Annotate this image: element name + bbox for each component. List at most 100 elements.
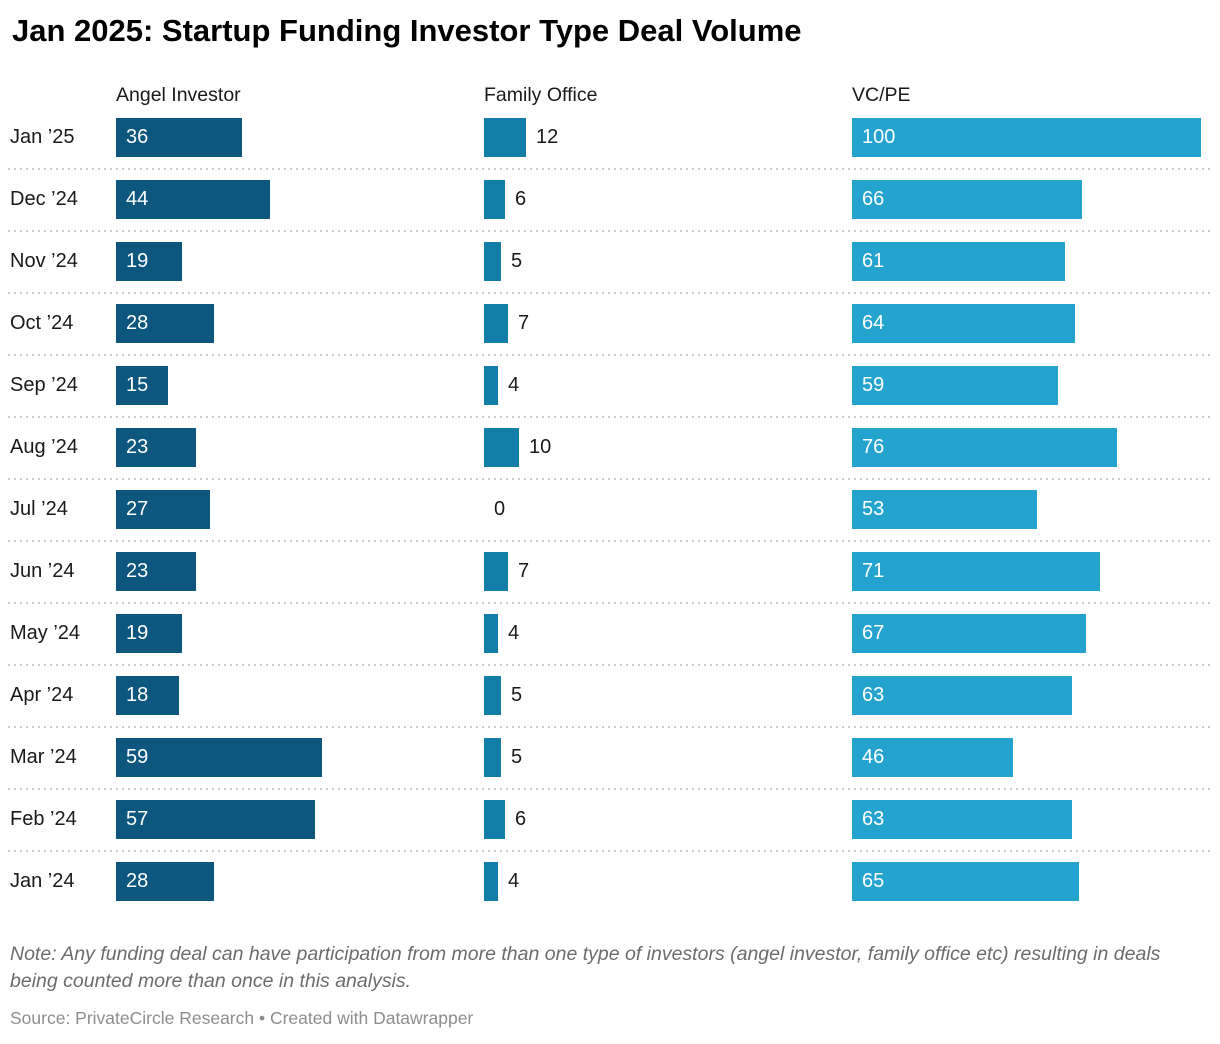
bar-value-label: 53 (862, 498, 885, 520)
bar-angel-investor: 18 (116, 676, 179, 715)
bar-angel-investor: 23 (116, 552, 196, 591)
bar-value-label: 6 (515, 808, 527, 830)
row-separator (8, 292, 1212, 294)
bar-value-label: 5 (511, 250, 523, 272)
bar-angel-investor: 28 (116, 304, 214, 343)
bar-value-label: 28 (126, 312, 149, 334)
bar-angel-investor: 19 (116, 242, 182, 281)
bar-vc-pe: 63 (852, 800, 1072, 839)
bar-value-label: 15 (126, 374, 149, 396)
bar-value-label: 71 (862, 560, 885, 582)
bar-angel-investor: 59 (116, 738, 322, 777)
row-separator (8, 354, 1212, 356)
bar-angel-investor: 15 (116, 366, 168, 405)
chart-source: Source: PrivateCircle Research • Created… (10, 1008, 474, 1028)
bar-value-label: 63 (862, 684, 885, 706)
bar-angel-investor: 44 (116, 180, 270, 219)
bar-value-label: 61 (862, 250, 885, 272)
bar-family-office (484, 304, 508, 343)
bar-value-label: 23 (126, 560, 149, 582)
bar-value-label: 7 (518, 312, 530, 334)
bar-value-label: 5 (511, 746, 523, 768)
bar-vc-pe: 65 (852, 862, 1079, 901)
bar-value-label: 4 (508, 870, 520, 892)
bar-value-label: 66 (862, 188, 885, 210)
row-separator (8, 726, 1212, 728)
bar-family-office (484, 862, 498, 901)
bar-family-office (484, 552, 508, 591)
row-separator (8, 416, 1212, 418)
bar-value-label: 59 (862, 374, 885, 396)
bar-value-label: 5 (511, 684, 523, 706)
bar-value-label: 65 (862, 870, 885, 892)
bar-angel-investor: 57 (116, 800, 315, 839)
row-separator (8, 478, 1212, 480)
bar-value-label: 4 (508, 374, 520, 396)
bar-family-office (484, 614, 498, 653)
bar-family-office (484, 676, 501, 715)
bar-vc-pe: 61 (852, 242, 1065, 281)
bar-value-label: 10 (529, 436, 552, 458)
bar-vc-pe: 100 (852, 118, 1201, 157)
bar-value-label: 44 (126, 188, 149, 210)
row-separator (8, 850, 1212, 852)
chart-title: Jan 2025: Startup Funding Investor Type … (12, 13, 802, 48)
bar-angel-investor: 19 (116, 614, 182, 653)
column-header-vc-pe: VC/PE (852, 84, 911, 106)
bar-angel-investor: 28 (116, 862, 214, 901)
bar-value-label: 67 (862, 622, 885, 644)
row-label-nov-24: Nov ’24 (10, 250, 78, 272)
row-separator (8, 664, 1212, 666)
bar-value-label: 57 (126, 808, 149, 830)
bar-value-label: 7 (518, 560, 530, 582)
bar-value-label: 76 (862, 436, 885, 458)
bar-value-label: 59 (126, 746, 149, 768)
bar-family-office (484, 738, 501, 777)
column-header-family-office: Family Office (484, 84, 598, 106)
bar-value-label: 18 (126, 684, 149, 706)
row-label-sep-24: Sep ’24 (10, 374, 78, 396)
bar-family-office (484, 366, 498, 405)
chart-note: Note: Any funding deal can have particip… (10, 943, 1161, 992)
bar-vc-pe: 53 (852, 490, 1037, 529)
bar-value-label: 28 (126, 870, 149, 892)
bar-vc-pe: 67 (852, 614, 1086, 653)
row-label-aug-24: Aug ’24 (10, 436, 78, 458)
row-separator (8, 602, 1212, 604)
row-separator (8, 788, 1212, 790)
bar-family-office (484, 180, 505, 219)
row-label-dec-24: Dec ’24 (10, 188, 78, 210)
bar-value-label: 19 (126, 250, 149, 272)
bar-value-label: 23 (126, 436, 149, 458)
bar-value-label: 64 (862, 312, 885, 334)
bar-value-label: 100 (862, 126, 896, 148)
bar-vc-pe: 76 (852, 428, 1117, 467)
bar-family-office (484, 428, 519, 467)
bar-vc-pe: 59 (852, 366, 1058, 405)
bar-value-label: 46 (862, 746, 885, 768)
bar-family-office (484, 118, 526, 157)
row-label-jun-24: Jun ’24 (10, 560, 75, 582)
row-label-mar-24: Mar ’24 (10, 746, 77, 768)
bar-value-label: 36 (126, 126, 149, 148)
row-separator (8, 540, 1212, 542)
bar-angel-investor: 36 (116, 118, 242, 157)
bar-value-label: 27 (126, 498, 149, 520)
bar-angel-investor: 27 (116, 490, 210, 529)
row-label-may-24: May ’24 (10, 622, 81, 644)
row-separator (8, 168, 1212, 170)
row-label-apr-24: Apr ’24 (10, 684, 74, 706)
bar-value-label: 12 (536, 126, 559, 148)
bar-value-label: 19 (126, 622, 149, 644)
row-label-feb-24: Feb ’24 (10, 808, 77, 830)
row-label-jan-24: Jan ’24 (10, 870, 75, 892)
bar-vc-pe: 66 (852, 180, 1082, 219)
bar-value-label: 6 (515, 188, 527, 210)
bar-vc-pe: 71 (852, 552, 1100, 591)
bar-value-label: 63 (862, 808, 885, 830)
bar-value-label: 4 (508, 622, 520, 644)
row-label-oct-24: Oct ’24 (10, 312, 74, 334)
row-separator (8, 230, 1212, 232)
row-label-jan-25: Jan ’25 (10, 126, 75, 148)
